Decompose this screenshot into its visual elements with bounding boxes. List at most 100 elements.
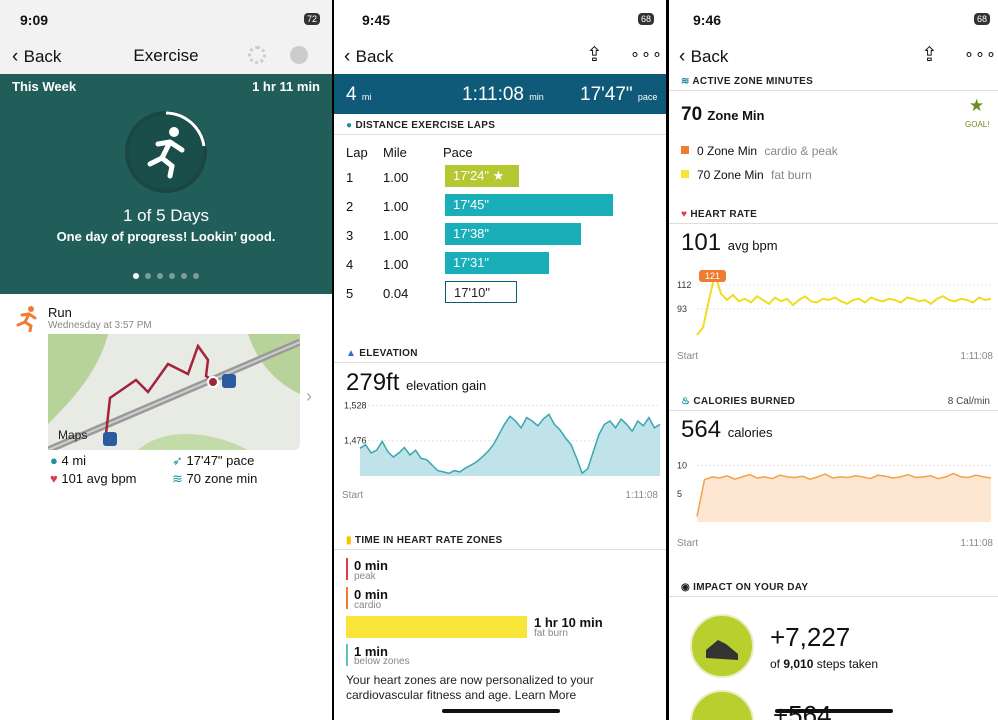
peak-marker — [346, 558, 348, 580]
settings-icon[interactable] — [248, 46, 266, 64]
fat-burn-swatch — [681, 170, 689, 178]
lap-number: 2 — [346, 199, 354, 214]
lap-pace: 17'38" — [453, 226, 490, 241]
pace: 17'47" pace — [186, 453, 255, 468]
azm-title: ≋ ACTIVE ZONE MINUTES — [681, 76, 814, 87]
back-label: Back — [23, 47, 62, 66]
steps-icon — [690, 614, 754, 678]
chart-end: 1:11:08 — [960, 351, 993, 362]
elevation-title-text: ELEVATION — [359, 348, 418, 359]
page-dots — [133, 273, 199, 279]
lap-mile: 1.00 — [383, 199, 409, 214]
divider — [334, 134, 666, 135]
zone-stat: ≋ 70 zone min — [172, 471, 258, 486]
lap-pace-bar: 17'45" — [445, 194, 613, 216]
back-button[interactable]: ‹ Back — [12, 46, 62, 67]
activity-name[interactable]: Run — [48, 305, 72, 320]
chart-end: 1:11:08 — [625, 490, 658, 501]
elevation-chart: 1,528 1,476 — [344, 400, 661, 476]
laps-title-text: DISTANCE EXERCISE LAPS — [355, 120, 496, 131]
distance: 4 mi — [61, 453, 87, 468]
lap-mile: 1.00 — [383, 228, 409, 243]
calories-unit: calories — [727, 425, 773, 440]
more-button[interactable]: ∘∘∘ — [630, 46, 664, 63]
below-marker — [346, 644, 348, 666]
lap-pace: 17'31" — [453, 255, 490, 270]
lap-pace: 17'24" — [453, 168, 490, 183]
header-bg — [0, 0, 332, 74]
hr-avg: 101 — [681, 229, 722, 256]
week-label: This Week — [12, 79, 77, 94]
cardio-marker — [346, 587, 348, 609]
zone-name: cardio — [354, 600, 382, 611]
hr-title: ♥ HEART RATE — [681, 209, 758, 220]
calories-title: ♨ CALORIES BURNED — [681, 396, 796, 407]
lap-pace: 17'45" — [453, 197, 490, 212]
goal-icon[interactable] — [290, 46, 308, 64]
y-tick-label: 5 — [677, 489, 682, 499]
exercise-screen: 9:09 72 ‹ Back Exercise This Week 1 hr 1… — [0, 0, 332, 720]
summary-duration: 1:11:08 min — [462, 84, 544, 106]
run-icon — [16, 306, 37, 332]
elevation-gain: 279ft — [346, 369, 400, 396]
lap-number: 4 — [346, 257, 354, 272]
home-indicator — [442, 709, 560, 713]
azm-row-name: fat burn — [771, 168, 812, 182]
heart-rate: 101 avg bpm — [61, 471, 137, 486]
lap-header: Lap — [346, 145, 368, 160]
chart-area — [360, 414, 660, 476]
chart-area — [697, 473, 991, 522]
zone-name: fat burn — [534, 628, 568, 639]
lap-number: 1 — [346, 170, 354, 185]
zones-title-text: TIME IN HEART RATE ZONES — [354, 535, 503, 546]
route-map[interactable] — [48, 334, 300, 450]
hr-peak-label: 121 — [699, 270, 727, 282]
lap-pace: 17'10" — [454, 285, 491, 300]
elevation-value: 279ft elevation gain — [346, 369, 486, 397]
runner-icon — [147, 127, 185, 179]
battery: 68 — [637, 13, 654, 25]
back-button[interactable]: ‹ Back — [679, 46, 729, 67]
calories-rate: 8 Cal/min — [947, 396, 990, 407]
status-time: 9:46 — [693, 12, 722, 28]
share-button[interactable]: ⇪ — [921, 44, 938, 66]
more-button[interactable]: ∘∘∘ — [964, 46, 998, 63]
map-label: Maps — [58, 428, 88, 442]
impact-title-text: IMPACT ON YOUR DAY — [693, 582, 809, 593]
back-label: Back — [690, 47, 729, 66]
calories-number: 564 — [681, 416, 722, 443]
battery: 72 — [303, 13, 320, 25]
steps-of: of — [770, 657, 781, 671]
pace-stat: ➶ 17'47" pace — [172, 453, 255, 468]
calories-chart: 10 5 — [677, 461, 992, 522]
y-tick-label: 1,528 — [344, 400, 367, 410]
share-button[interactable]: ⇪ — [586, 44, 603, 66]
back-button[interactable]: ‹ Back — [344, 46, 394, 67]
pace-unit: pace — [637, 92, 658, 102]
zone-time: 0 min — [354, 558, 388, 573]
days-progress: 1 of 5 Days — [123, 206, 209, 225]
week-message: One day of progress! Lookin’ good. — [56, 229, 276, 244]
learn-more-link[interactable]: Learn More — [514, 688, 577, 702]
zone-time: 1 min — [354, 644, 388, 659]
hr-title-text: HEART RATE — [690, 209, 758, 220]
y-tick-label: 112 — [677, 280, 691, 290]
lap-number: 3 — [346, 228, 354, 243]
azm-title-text: ACTIVE ZONE MINUTES — [692, 76, 814, 87]
zone-minutes: 70 zone min — [186, 471, 258, 486]
pace-header: Pace — [443, 145, 473, 160]
zones-title: ▮ TIME IN HEART RATE ZONES — [346, 535, 503, 546]
steps-line: of 9,010 steps taken — [770, 657, 878, 671]
azm-row-name: cardio & peak — [764, 144, 838, 158]
zone-time: 0 min — [354, 587, 388, 602]
lap-number: 5 — [346, 286, 354, 301]
calories-title-text: CALORIES BURNED — [693, 396, 796, 407]
elevation-title: ▲ ELEVATION — [346, 348, 418, 359]
chevron[interactable]: › — [306, 386, 312, 406]
steps-delta: +7,227 — [770, 622, 851, 652]
divider — [669, 223, 998, 224]
home-indicator — [775, 709, 893, 713]
lap-mile: 1.00 — [383, 257, 409, 272]
azm-row: 70 Zone Min fat burn — [697, 168, 812, 182]
